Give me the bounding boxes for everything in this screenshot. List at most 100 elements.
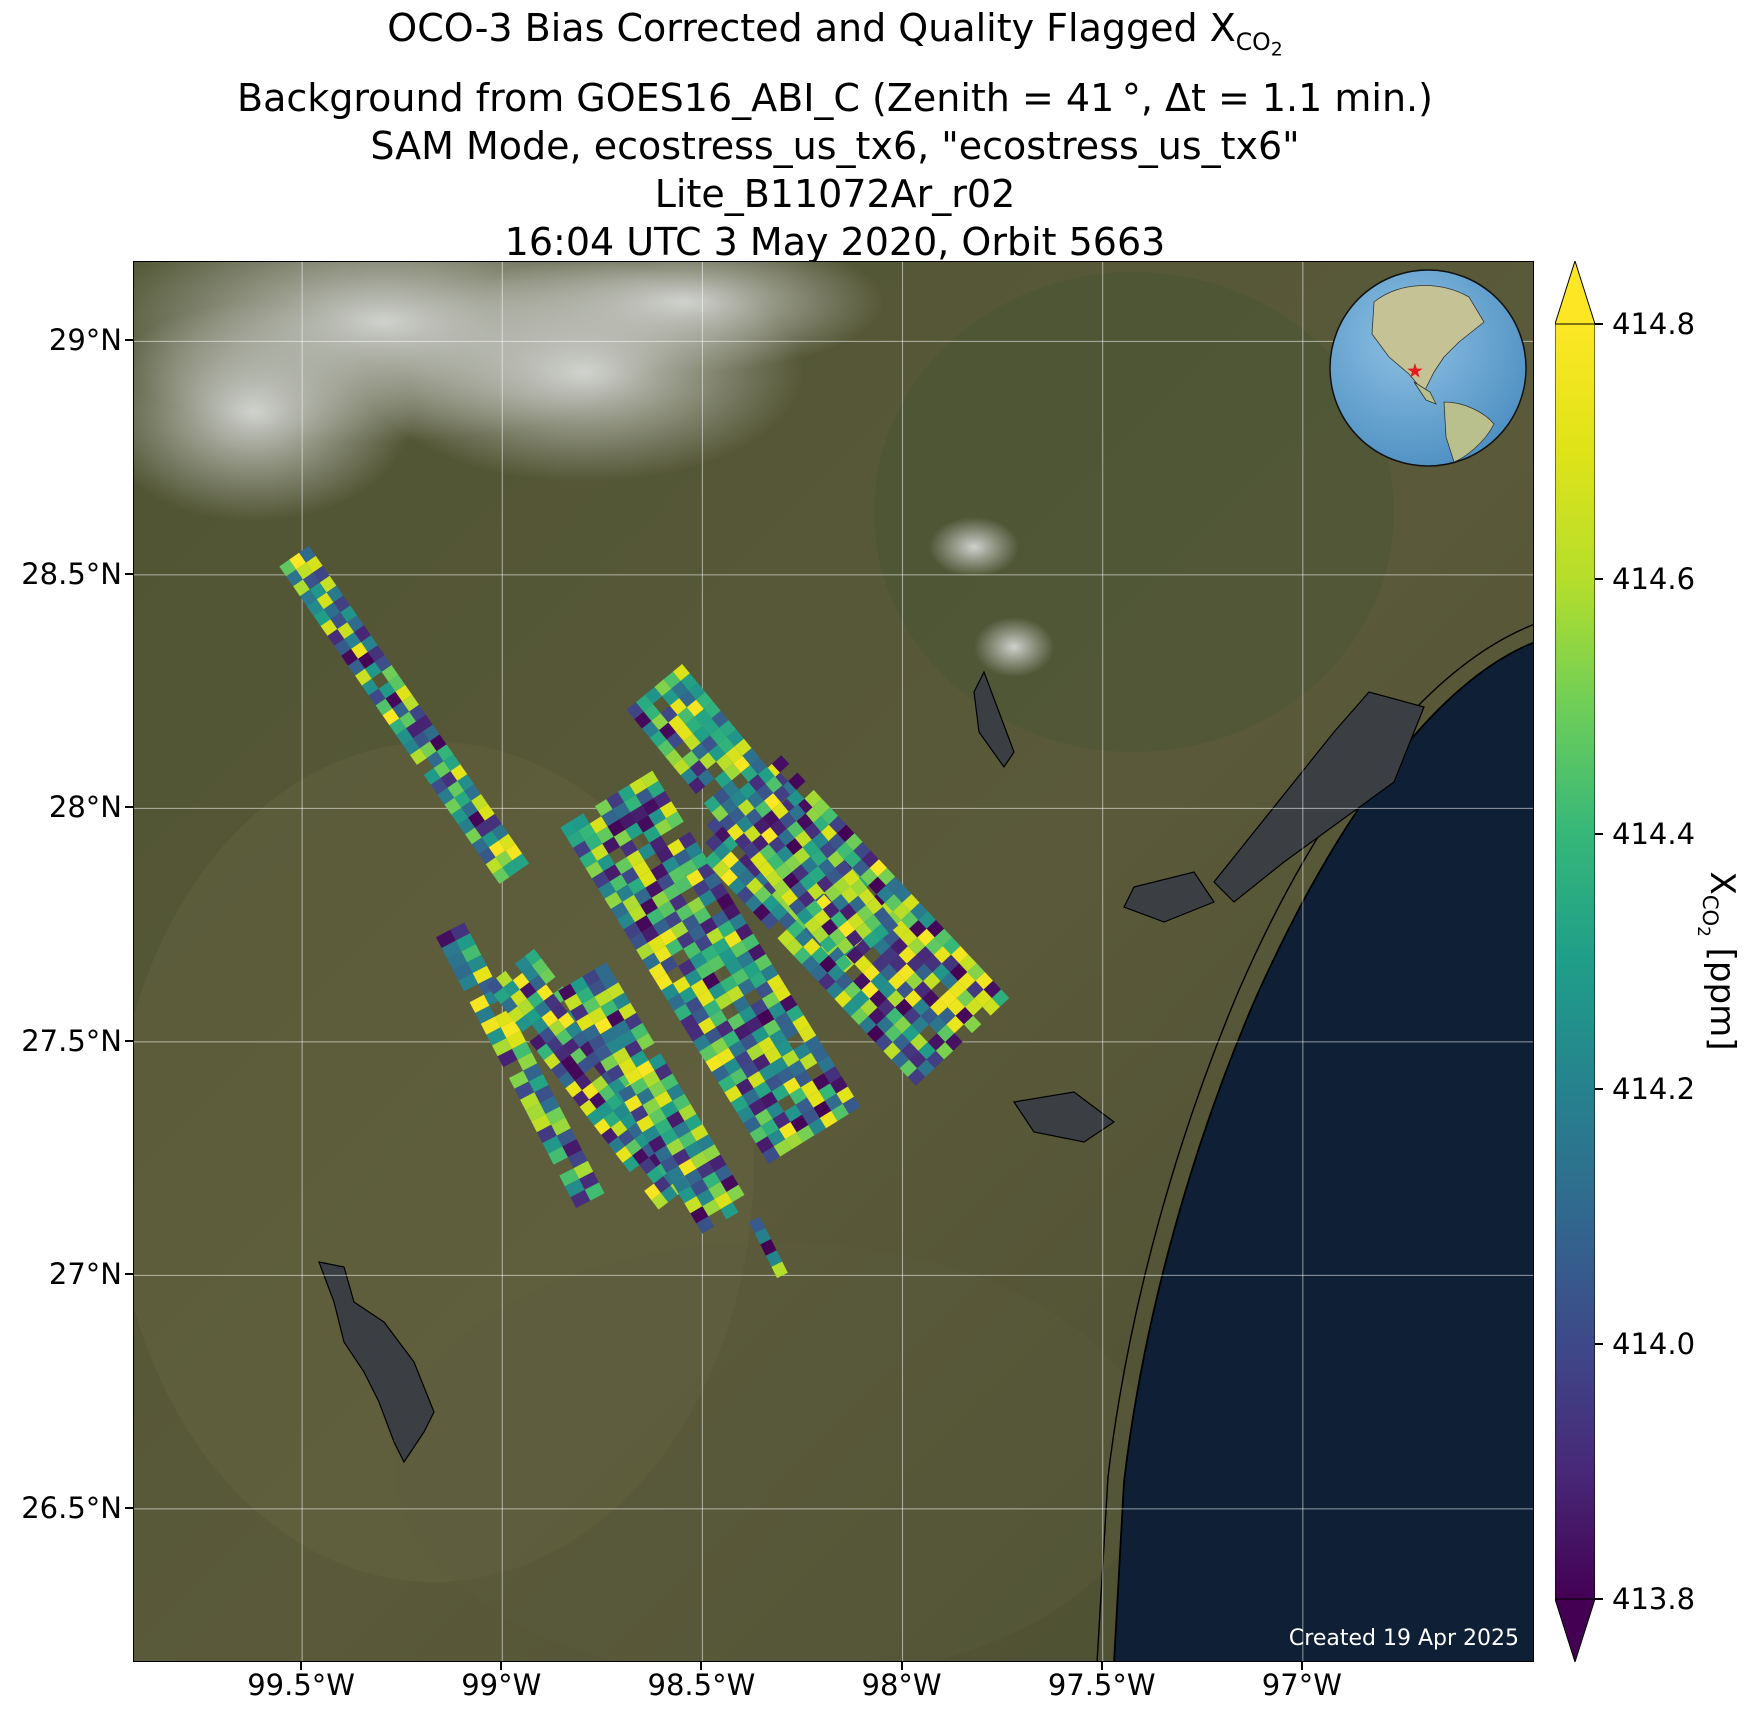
xco2-sounding-cell bbox=[795, 1097, 814, 1115]
xco2-sounding-cell bbox=[495, 850, 513, 868]
xco2-sounding-cell bbox=[940, 972, 958, 990]
xco2-sounding-cell bbox=[648, 1108, 667, 1126]
xco2-sounding-cell bbox=[678, 1158, 697, 1176]
xco2-sounding-cell bbox=[451, 807, 469, 825]
xco2-sounding-cell bbox=[409, 704, 426, 722]
xco2-sounding-cell bbox=[624, 795, 642, 813]
xco2-sounding-cell bbox=[701, 944, 719, 963]
xco2-sounding-cell bbox=[700, 735, 718, 753]
xco2-sounding-cell bbox=[672, 758, 690, 776]
xco2-sounding-cell bbox=[793, 847, 811, 865]
xco2-sounding-cell bbox=[926, 1050, 944, 1069]
colorbar-tick-label: 414.8 bbox=[1612, 307, 1696, 341]
xco2-sounding-cell bbox=[724, 1085, 743, 1103]
xco2-sounding-cell bbox=[452, 962, 473, 981]
xco2-sounding-cell bbox=[659, 722, 676, 740]
xco2-sounding-cell bbox=[750, 757, 768, 775]
xco2-sounding-cell bbox=[327, 629, 345, 646]
xco2-sounding-cell bbox=[612, 1020, 631, 1038]
xco2-sounding-cell bbox=[804, 1035, 823, 1053]
xco2-sounding-cell bbox=[959, 954, 977, 973]
xco2-sounding-cell bbox=[810, 964, 828, 982]
xco2-sounding-cell bbox=[648, 1135, 667, 1153]
xco2-sounding-cell bbox=[776, 1067, 795, 1085]
xco2-sounding-cell bbox=[725, 746, 743, 764]
xco2-sounding-cell bbox=[486, 978, 504, 995]
xco2-sounding-cell bbox=[946, 1015, 964, 1034]
bay bbox=[1213, 691, 1425, 903]
ocean bbox=[1114, 642, 1533, 1661]
xco2-sounding-cell bbox=[868, 876, 886, 895]
xco2-sounding-cell bbox=[726, 1184, 745, 1203]
xco2-sounding-cell bbox=[660, 1073, 679, 1091]
xco2-sounding-cell bbox=[562, 1139, 583, 1158]
xco2-sounding-cell bbox=[730, 940, 748, 958]
xco2-sounding-cell bbox=[907, 1068, 926, 1086]
xco2-sounding-cell bbox=[326, 585, 344, 603]
xco2-sounding-cell bbox=[710, 882, 728, 900]
xco2-sounding-cell bbox=[831, 894, 849, 912]
xco2-sounding-cell bbox=[819, 955, 837, 973]
xco2-sounding-cell bbox=[762, 1146, 780, 1164]
xco2-sounding-cell bbox=[688, 682, 706, 700]
xco2-sounding-cell bbox=[808, 866, 826, 884]
xco2-sounding-cell bbox=[738, 1005, 757, 1024]
xco2-sounding-cell bbox=[667, 838, 685, 857]
xco2-sounding-cell bbox=[793, 1042, 812, 1060]
xco2-sounding-cell bbox=[750, 851, 768, 869]
xco2-sounding-cell bbox=[699, 1044, 717, 1062]
xco2-sounding-cell bbox=[693, 907, 712, 925]
xco2-sounding-cell bbox=[801, 1107, 820, 1126]
xco2-sounding-cell bbox=[399, 711, 416, 729]
xco2-sounding-cell bbox=[649, 730, 667, 748]
xco2-sounding-cell bbox=[821, 918, 839, 936]
xco2-sounding-cell bbox=[514, 1081, 535, 1100]
xco2-sounding-cell bbox=[907, 937, 926, 955]
xco2-sounding-cell bbox=[722, 903, 741, 921]
xco2-sounding-cell bbox=[739, 1033, 758, 1051]
xco2-sounding-cell bbox=[443, 754, 461, 772]
xco2-sounding-cell bbox=[760, 1091, 778, 1109]
xco2-sounding-cell bbox=[519, 982, 537, 999]
xco2-sounding-cell bbox=[722, 1030, 740, 1048]
xco2-sounding-cell bbox=[685, 716, 703, 734]
xco2-sounding-cell bbox=[550, 1002, 568, 1020]
xco2-sounding-cell bbox=[594, 1118, 611, 1135]
xco2-sounding-cell bbox=[517, 998, 535, 1016]
xco2-sounding-cell bbox=[702, 1171, 721, 1189]
xco2-sounding-cell bbox=[703, 701, 721, 719]
xco2-sounding-cell bbox=[683, 733, 701, 751]
xco2-sounding-cell bbox=[565, 1080, 582, 1098]
latitude-tick-mark bbox=[125, 1506, 133, 1509]
xco2-sounding-cell bbox=[793, 946, 812, 965]
xco2-sounding-cell bbox=[894, 885, 912, 903]
xco2-sounding-cell bbox=[558, 1071, 575, 1089]
xco2-sounding-cell bbox=[751, 1026, 770, 1044]
xco2-sounding-cell bbox=[423, 768, 441, 785]
xco2-sounding-cell bbox=[375, 698, 393, 716]
xco2-sounding-cell bbox=[621, 867, 639, 885]
colorbar-tick-label: 414.2 bbox=[1612, 1072, 1696, 1106]
xco2-sounding-cell bbox=[698, 889, 717, 908]
xco2-sounding-cell bbox=[484, 813, 502, 831]
xco2-sounding-cell bbox=[911, 1016, 929, 1034]
xco2-sounding-cell bbox=[651, 890, 670, 909]
xco2-sounding-cell bbox=[510, 989, 527, 1007]
xco2-sounding-cell bbox=[789, 1087, 807, 1105]
coastline bbox=[1113, 641, 1533, 1661]
latitude-tick-label: 28.5°N bbox=[21, 556, 122, 591]
xco2-sounding-cell bbox=[429, 734, 447, 752]
xco2-sounding-cell bbox=[502, 860, 520, 878]
xco2-sounding-cell bbox=[622, 1155, 640, 1173]
xco2-sounding-cell bbox=[818, 1083, 837, 1101]
xco2-sounding-cell bbox=[835, 972, 854, 991]
xco2-sounding-cell bbox=[728, 877, 746, 895]
xco2-sounding-cell bbox=[553, 1045, 571, 1063]
xco2-sounding-cell bbox=[598, 881, 616, 899]
xco2-sounding-cell bbox=[426, 751, 444, 768]
cloud-layer bbox=[134, 262, 1054, 677]
xco2-sounding-cell bbox=[503, 980, 520, 997]
xco2-sounding-cell bbox=[747, 791, 764, 809]
xco2-sounding-cell bbox=[613, 1103, 630, 1121]
xco2-sounding-cell bbox=[694, 934, 713, 952]
